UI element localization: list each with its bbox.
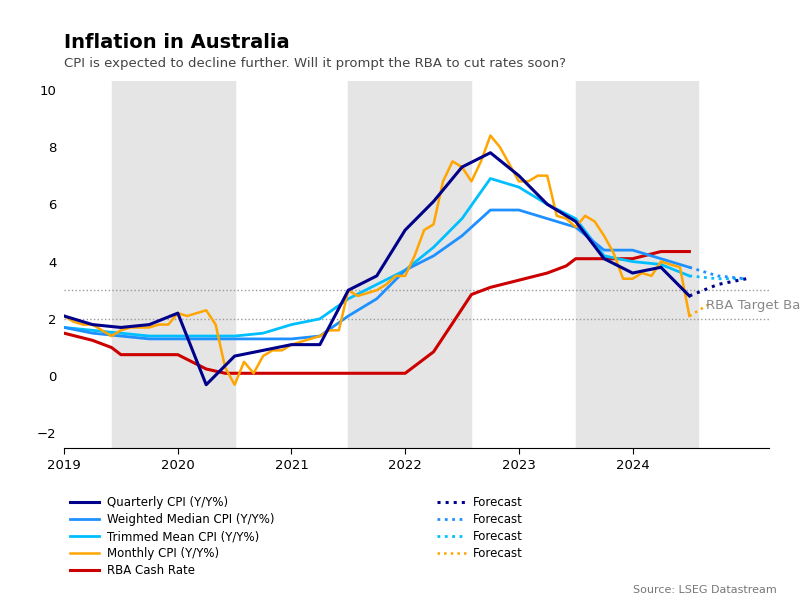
Text: Inflation in Australia: Inflation in Australia: [64, 33, 290, 52]
Text: RBA Target Band: RBA Target Band: [706, 299, 801, 312]
Bar: [576, 81, 698, 448]
Legend: Forecast, Forecast, Forecast, Forecast: Forecast, Forecast, Forecast, Forecast: [437, 496, 523, 560]
Text: Source: LSEG Datastream: Source: LSEG Datastream: [634, 585, 777, 595]
Bar: [112, 81, 235, 448]
Bar: [348, 81, 471, 448]
Text: CPI is expected to decline further. Will it prompt the RBA to cut rates soon?: CPI is expected to decline further. Will…: [64, 57, 566, 70]
